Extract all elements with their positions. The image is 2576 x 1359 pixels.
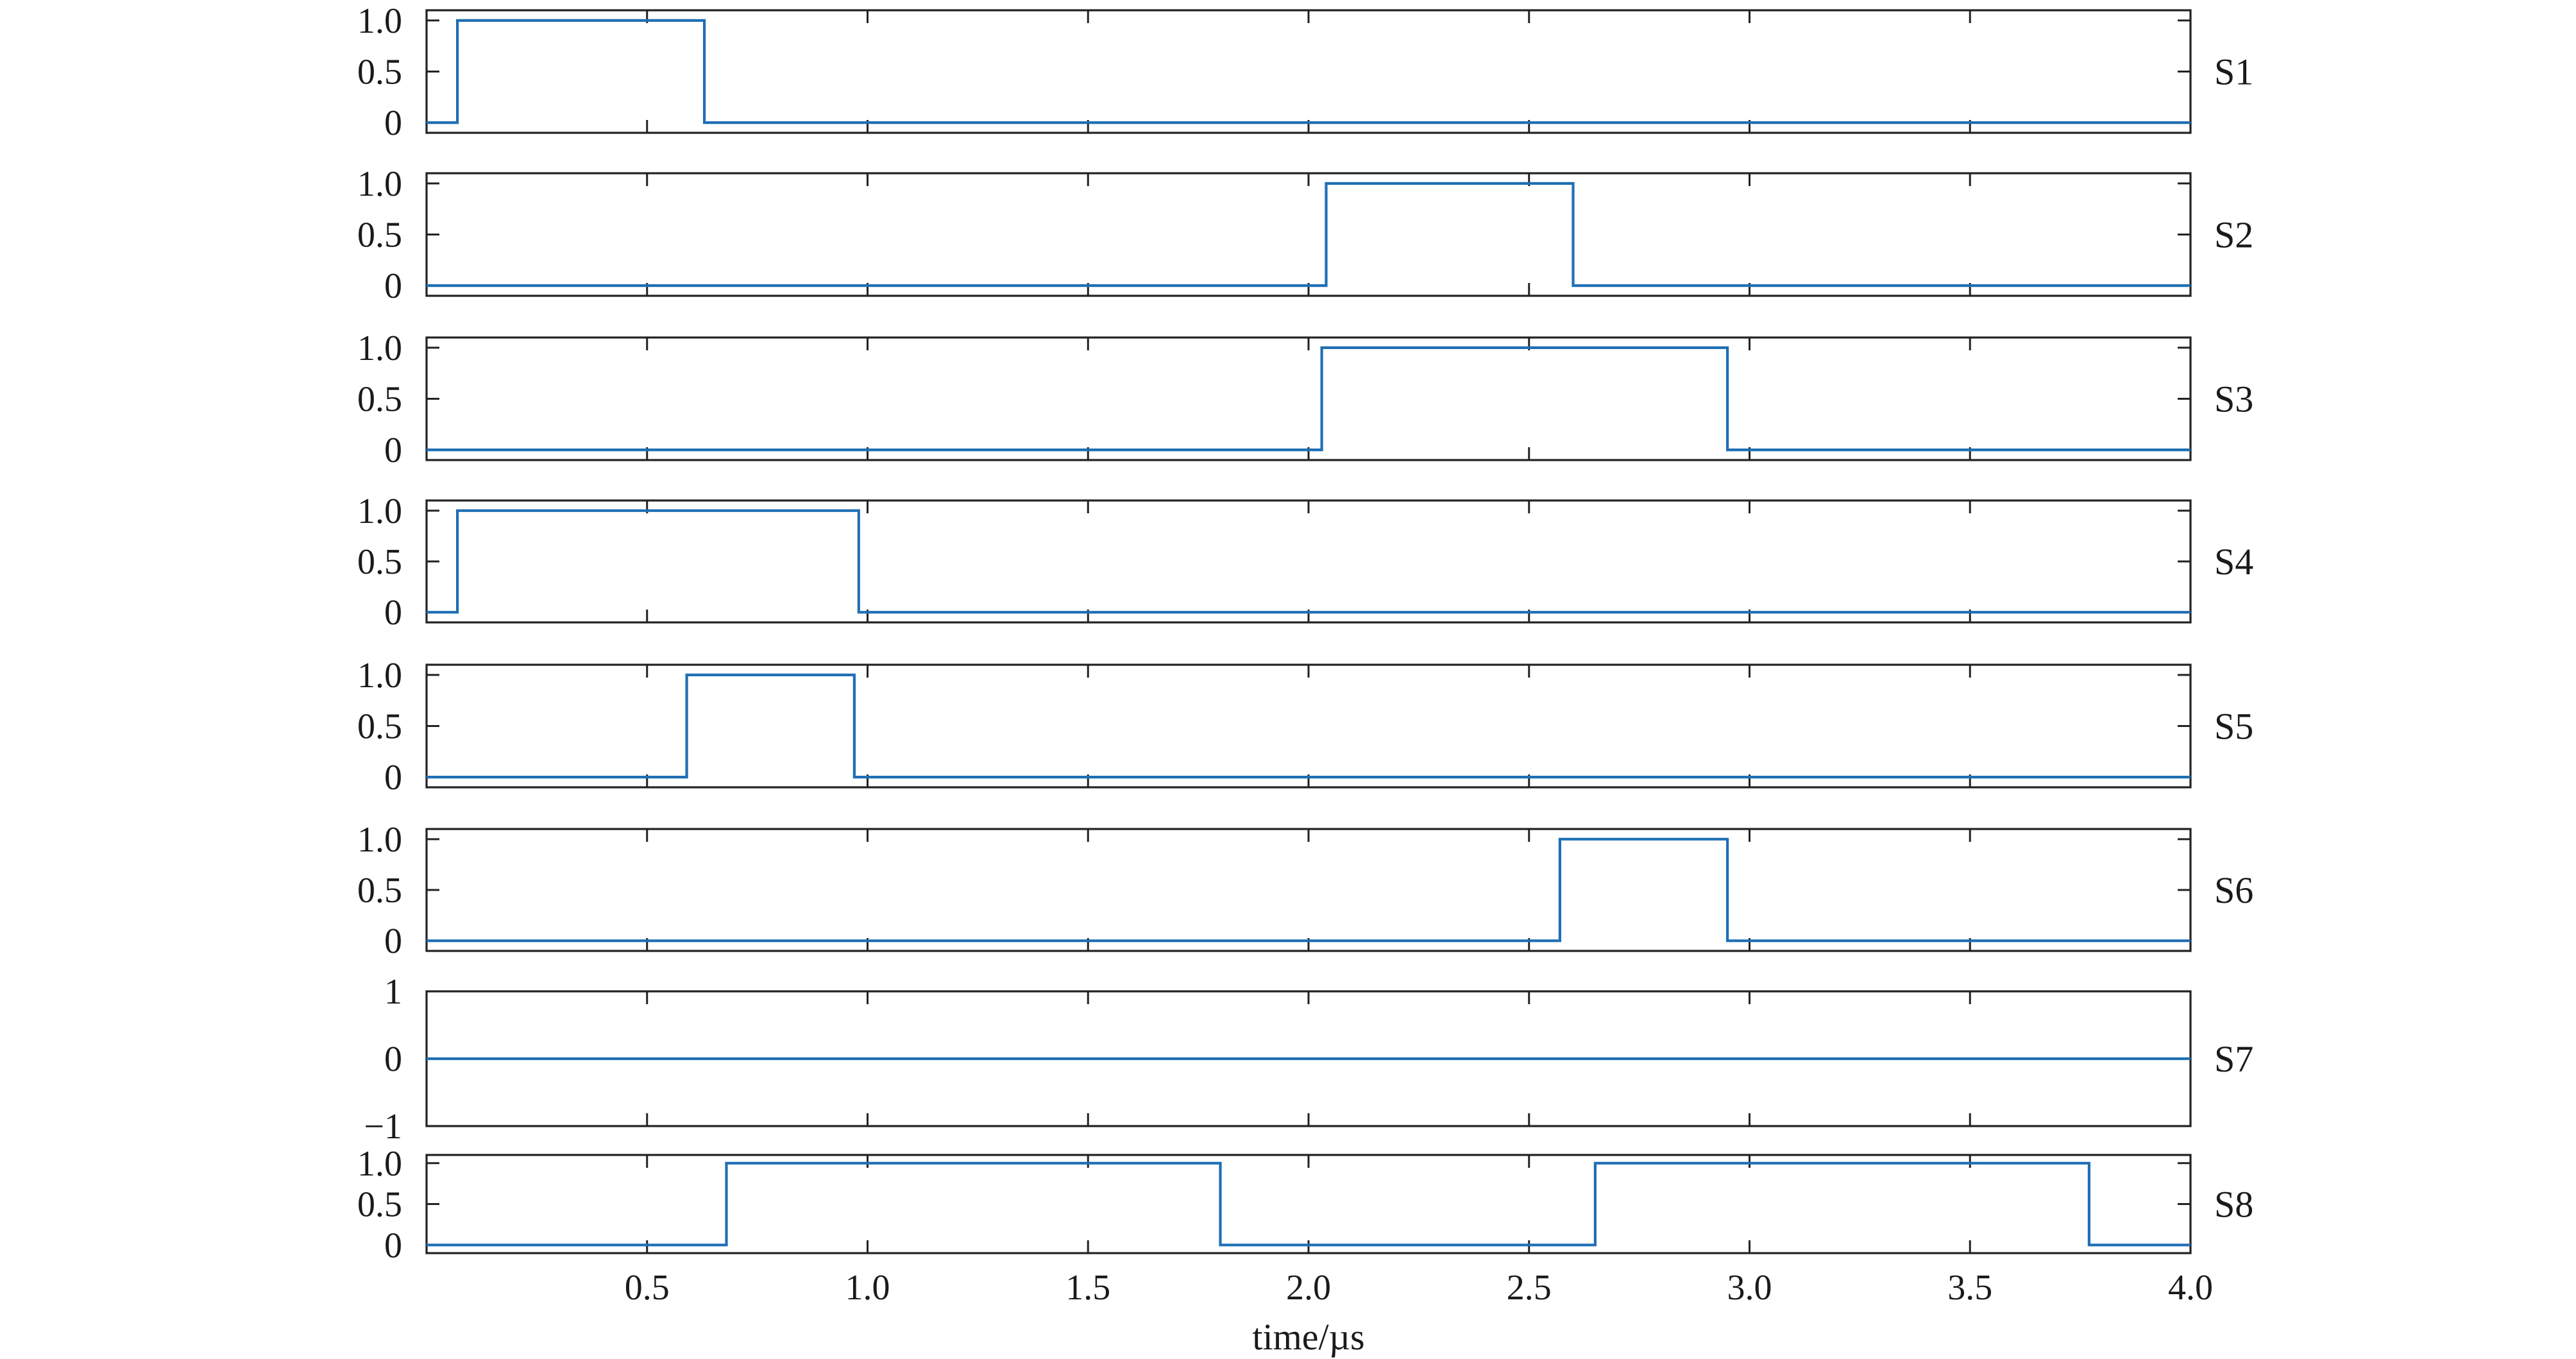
y-tick-label: 0: [384, 1039, 402, 1079]
signal-line-s2: [427, 182, 2190, 287]
y-tick-label: 1.0: [357, 656, 402, 696]
y-tick-label: 0.5: [357, 1185, 402, 1225]
y-tick-label: −1: [364, 1107, 402, 1147]
x-tick-label: 1.5: [1065, 1268, 1110, 1308]
panel-label: S1: [2214, 51, 2253, 93]
signal-panels: 00.51.0S100.51.0S200.51.0S300.51.0S400.5…: [357, 1, 2253, 1265]
panel-s1: 0 0.5 1.0 S1: [357, 1, 2253, 143]
signal-line-s3: [427, 346, 2190, 452]
panel-label: S4: [2214, 541, 2253, 583]
x-axis: 0.5 1.0 1.5 2.0 2.5 3.0 3.5 4.0: [625, 1268, 2213, 1308]
panel-label: S5: [2214, 706, 2253, 748]
x-tick-label: 3.0: [1727, 1268, 1772, 1308]
y-tick-label: 1.0: [357, 491, 402, 531]
panel-frame: [425, 663, 2192, 789]
y-tick-label: 0: [384, 1226, 402, 1265]
x-tick-label: 2.5: [1507, 1268, 1552, 1308]
y-tick-label: 0.5: [357, 542, 402, 582]
panel-s3: 0 0.5 1.0 S3: [357, 329, 2253, 470]
y-tick-label: 1.0: [357, 329, 402, 368]
x-tick-label: 0.5: [625, 1268, 670, 1308]
y-tick-label: 1: [384, 972, 402, 1012]
y-tick-label: 1.0: [357, 1144, 402, 1184]
panel-label: S2: [2214, 214, 2253, 256]
y-tick-label: 1.0: [357, 820, 402, 860]
panel-frame: [425, 336, 2192, 461]
y-tick-label: 0: [384, 921, 402, 961]
signal-line-s8: [427, 1161, 2190, 1247]
panel-frame: [425, 1154, 2192, 1254]
panel-s7: −1 0 1 S7: [364, 972, 2253, 1147]
y-tick-label: 0: [384, 103, 402, 143]
panel-label: S6: [2214, 869, 2253, 911]
y-tick-label: 0.5: [357, 707, 402, 747]
panel-s2: 0 0.5 1.0 S2: [357, 164, 2253, 306]
panel-s6: 0 0.5 1.0 S6: [357, 820, 2253, 961]
panel-label: S7: [2214, 1038, 2253, 1080]
panel-frame: [425, 9, 2192, 134]
y-tick-label: 1.0: [357, 1, 402, 41]
panel-s5: 0 0.5 1.0 S5: [357, 656, 2253, 798]
panel-frame: [425, 499, 2192, 624]
panel-frame: [425, 828, 2192, 952]
signal-line-s1: [427, 19, 2190, 124]
y-tick-label: 0.5: [357, 53, 402, 92]
panel-s4: 0 0.5 1.0 S4: [357, 491, 2253, 633]
panel-label: S8: [2214, 1184, 2253, 1226]
x-tick-label: 4.0: [2168, 1268, 2213, 1308]
panel-label: S3: [2214, 379, 2253, 420]
panel-frame: [425, 172, 2192, 297]
x-tick-label: 1.0: [845, 1268, 890, 1308]
y-tick-label: 0: [384, 758, 402, 798]
x-tick-label: 3.5: [1947, 1268, 1992, 1308]
signal-line-s6: [427, 837, 2190, 943]
y-tick-label: 0.5: [357, 216, 402, 255]
y-tick-label: 0: [384, 431, 402, 470]
y-tick-label: 0: [384, 593, 402, 633]
signal-line-s4: [427, 509, 2190, 614]
panel-s8: 00.51.0 S8: [357, 1144, 2253, 1266]
y-tick-label: 0.5: [357, 871, 402, 910]
y-tick-label: 0.5: [357, 380, 402, 420]
x-tick-label: 2.0: [1286, 1268, 1331, 1308]
x-axis-title: time/µs: [1252, 1316, 1364, 1358]
signal-line-s5: [427, 673, 2190, 779]
y-tick-label: 0: [384, 266, 402, 306]
y-tick-label: 1.0: [357, 164, 402, 204]
